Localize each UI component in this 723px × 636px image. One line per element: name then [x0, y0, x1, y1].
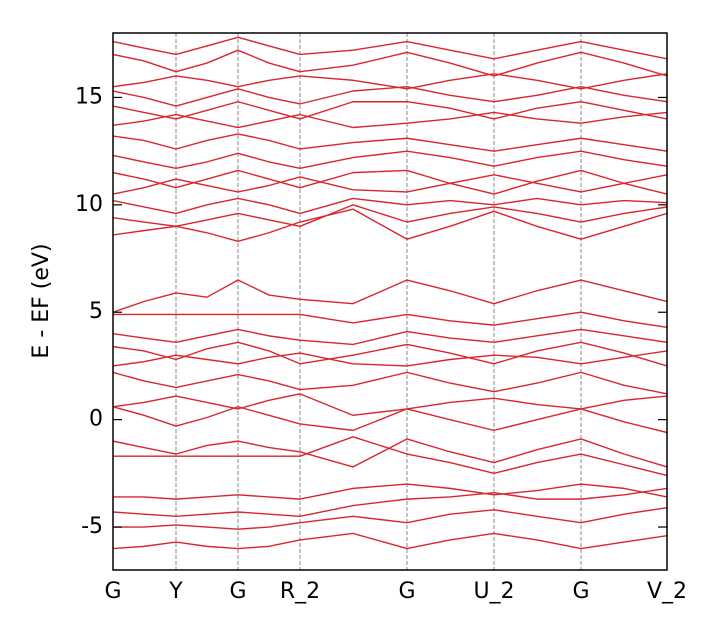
x-tick-label: V_2 [647, 579, 687, 604]
band-line [113, 204, 667, 228]
axes-layer: -5 0 5 10 15 G Y G R_2 G U_2 G V_2 [75, 84, 687, 604]
y-tick-label: 10 [75, 192, 103, 217]
x-tick-label: R_2 [280, 579, 320, 604]
band-line [113, 487, 667, 517]
band-line [113, 436, 667, 477]
band-line [113, 341, 667, 367]
y-tick-label: 0 [89, 407, 103, 432]
x-tick-label: G [398, 579, 415, 604]
band-line [113, 507, 667, 530]
band-line [113, 197, 667, 215]
x-tick-label: G [229, 579, 246, 604]
band-line [113, 36, 667, 60]
band-line [113, 328, 667, 346]
band-line [113, 73, 667, 90]
band-line [113, 111, 667, 129]
x-tick-label: U_2 [473, 579, 514, 604]
band-line [113, 406, 667, 434]
y-tick-label: 15 [75, 84, 103, 109]
x-tick-label: G [572, 579, 589, 604]
band-line [113, 150, 667, 170]
band-line [113, 279, 667, 313]
band-line [113, 169, 667, 195]
bands-layer [113, 36, 667, 550]
band-line [113, 438, 667, 468]
band-line [113, 101, 667, 120]
plot-frame [112, 32, 668, 571]
band-line [113, 393, 667, 417]
band-line [113, 133, 667, 152]
y-tick-label: -5 [81, 514, 103, 539]
band-line [113, 532, 667, 550]
y-tick-label: 5 [89, 299, 103, 324]
x-tick-label: G [104, 579, 121, 604]
band-line [113, 483, 667, 500]
band-line [113, 86, 667, 107]
band-line [113, 371, 667, 395]
band-line [113, 49, 667, 77]
band-line [113, 311, 667, 328]
y-axis-label: E - EF (eV) [29, 243, 54, 358]
x-tick-label: Y [168, 579, 183, 604]
band-line [113, 174, 667, 195]
band-line [113, 208, 667, 243]
